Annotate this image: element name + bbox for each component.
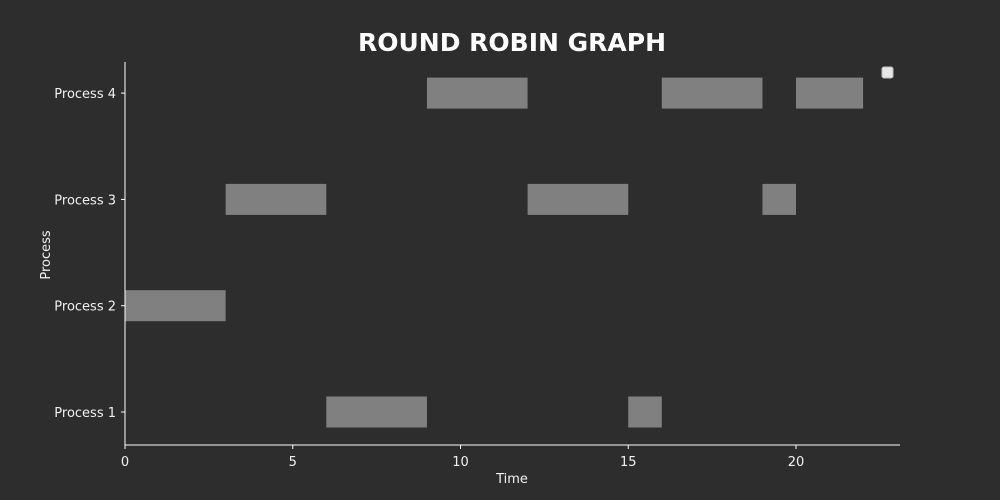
x-tick-label: 15 xyxy=(620,455,637,470)
legend-box xyxy=(881,66,894,79)
x-tick-label: 10 xyxy=(452,455,469,470)
x-tick-label: 5 xyxy=(289,455,297,470)
bars-layer xyxy=(125,77,864,428)
bar-process-4-9-12 xyxy=(426,77,528,109)
bar-process-4-20-22 xyxy=(795,77,864,109)
bar-process-3-12-15 xyxy=(527,183,629,215)
bar-process-1-6-9 xyxy=(326,396,427,428)
y-ticks: Process 1 Process 2 Process 3 Process 4 xyxy=(54,87,125,421)
chart-title: ROUND ROBIN GRAPH xyxy=(358,28,666,57)
x-tick-label: 20 xyxy=(788,455,805,470)
x-axis-label: Time xyxy=(495,472,528,487)
bar-process-3-19-20 xyxy=(762,183,796,215)
bar-process-4-16-19 xyxy=(661,77,763,109)
y-tick-label-process-3: Process 3 xyxy=(54,193,116,208)
y-tick-label-process-4: Process 4 xyxy=(54,87,116,102)
bar-process-1-15-16 xyxy=(628,396,662,428)
x-ticks: 0 5 10 15 20 xyxy=(121,445,804,470)
y-axis-label: Process xyxy=(39,230,54,280)
x-tick-label: 0 xyxy=(121,455,129,470)
y-tick-label-process-2: Process 2 xyxy=(54,300,116,315)
bar-process-3-3-6 xyxy=(225,183,327,215)
bar-process-2-0-3 xyxy=(125,290,226,322)
y-tick-label-process-1: Process 1 xyxy=(54,406,116,421)
